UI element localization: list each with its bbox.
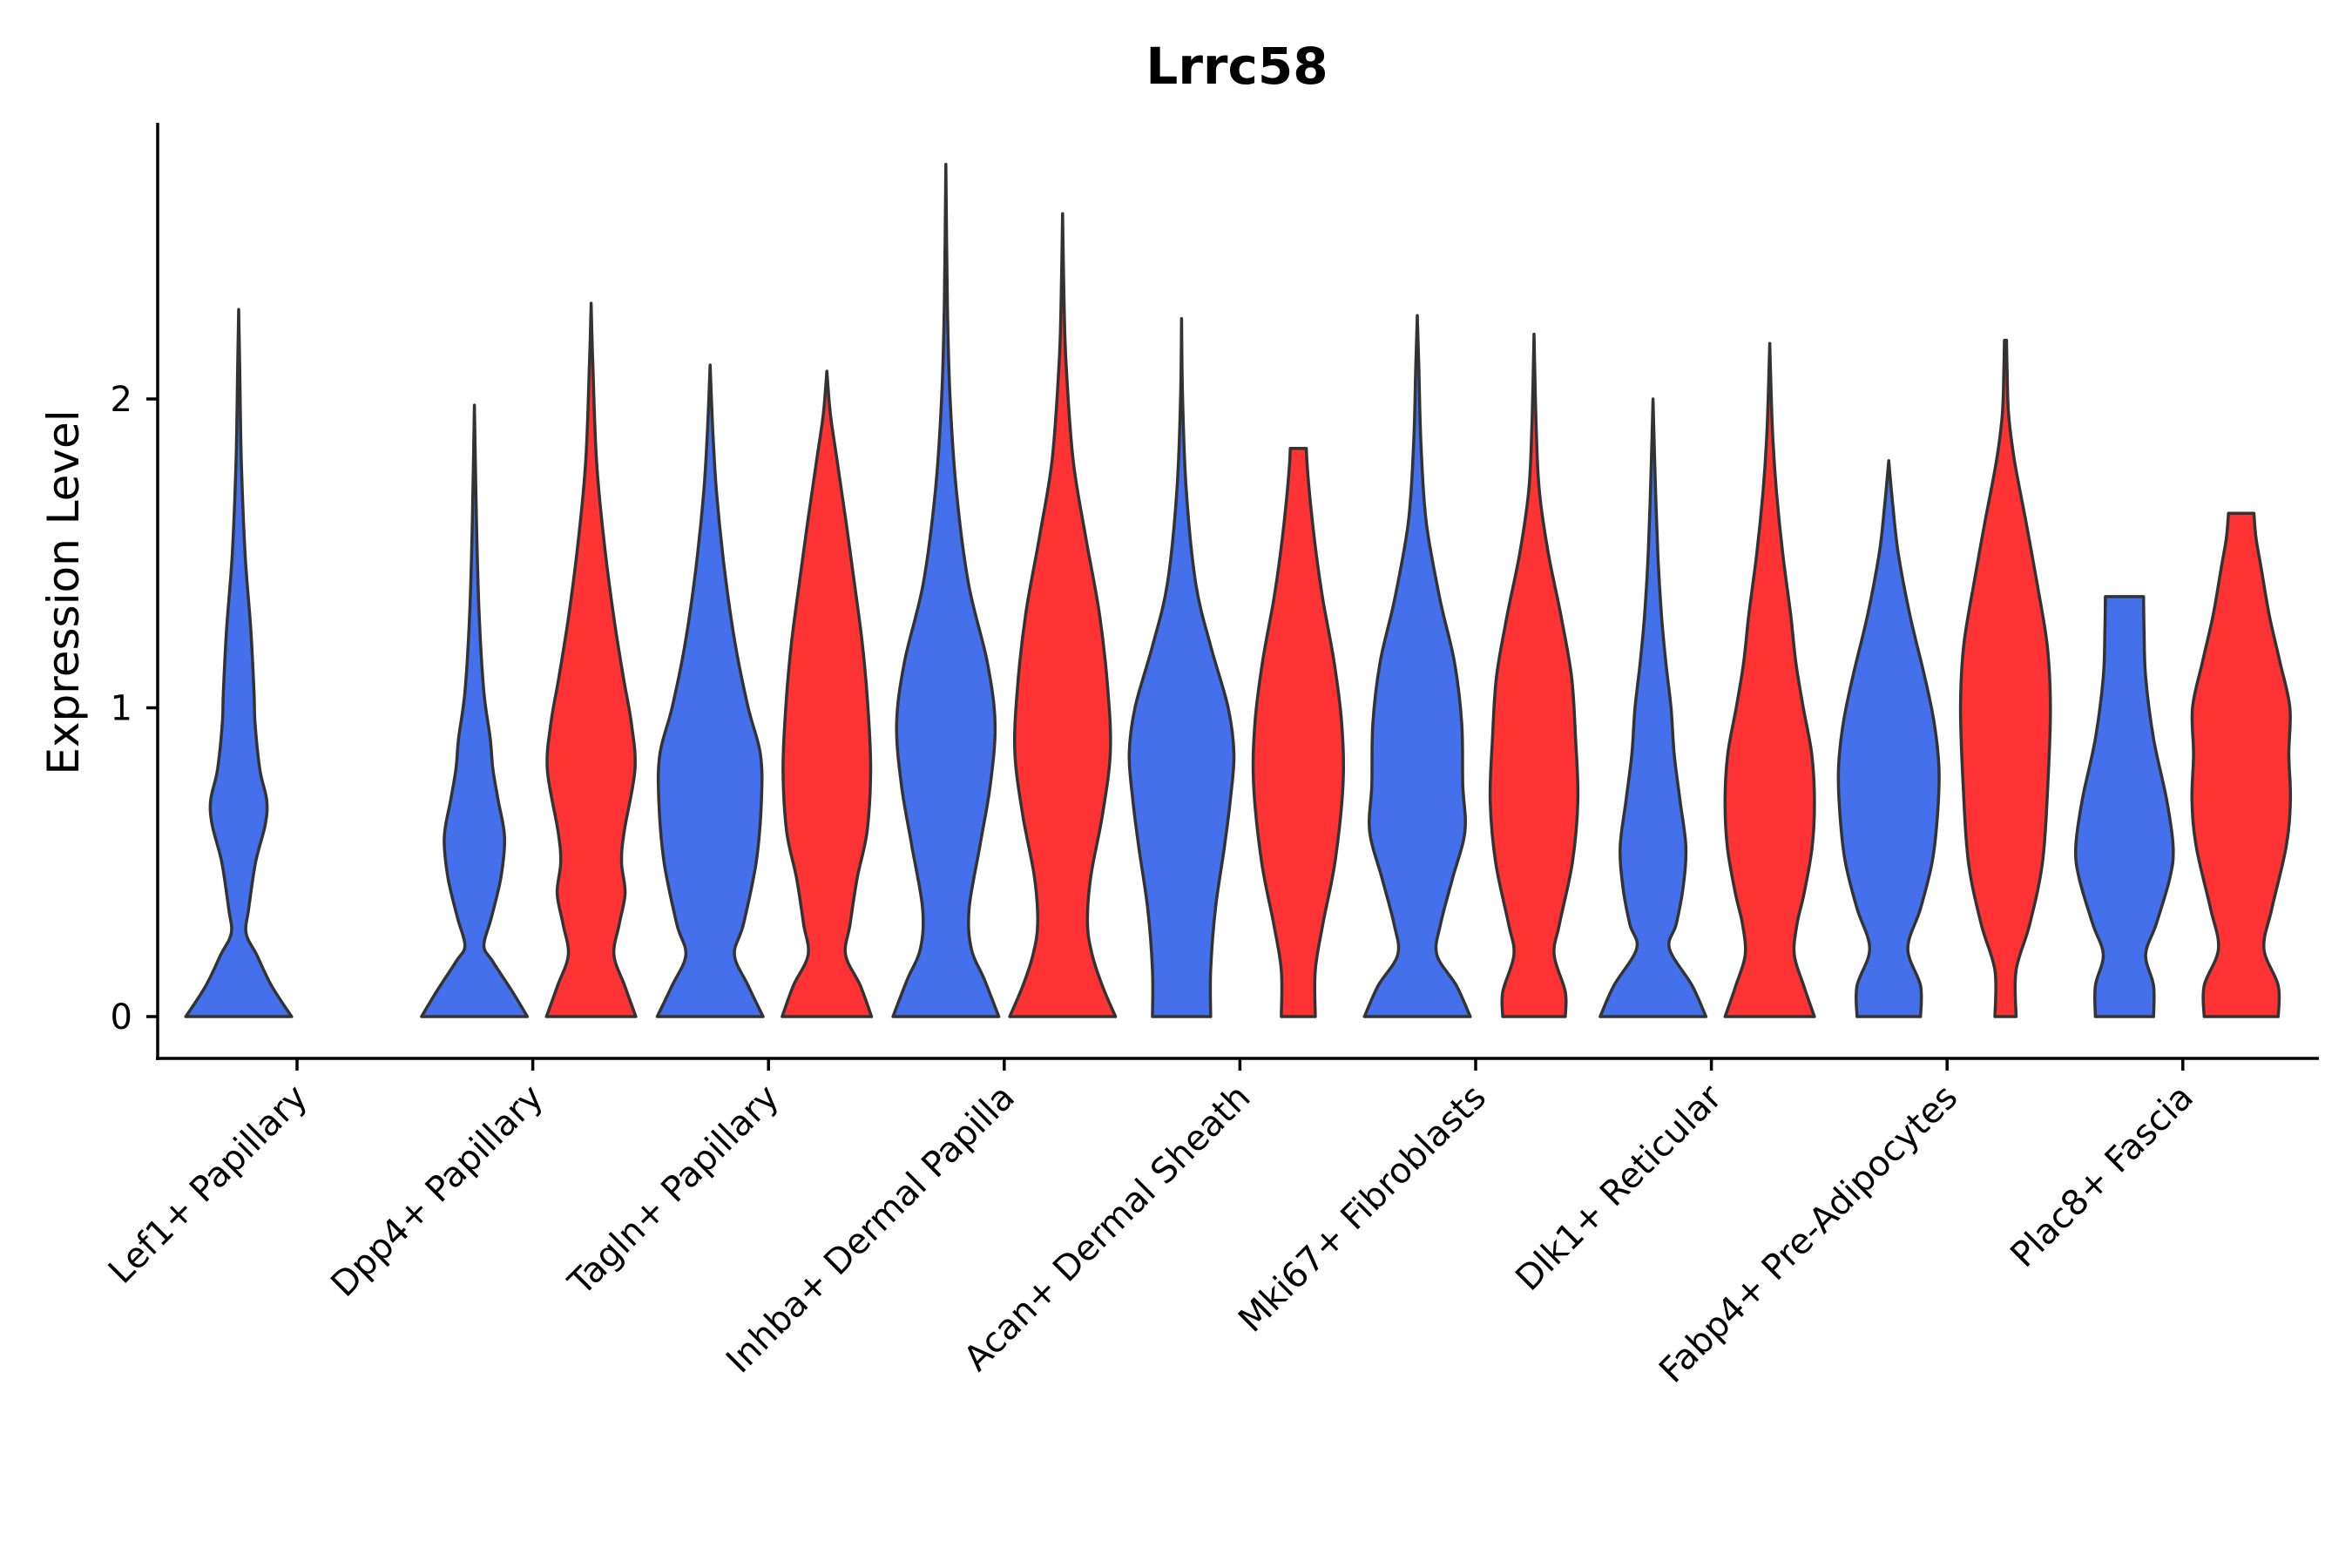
x-tick-label: Plac8+ Fascia xyxy=(2003,1078,2201,1276)
x-ticks: Lef1+ Papillary Dpp4+ Papillary Tagln+ Pap… xyxy=(101,1058,2201,1391)
y-tick-label: 2 xyxy=(111,380,132,420)
x-tick-label: Dlk1+ Reticular xyxy=(1508,1077,1730,1299)
violin-dlk1-reticular-series-1 xyxy=(1598,397,1708,1018)
violin-acan-dermal-sheath-series-1 xyxy=(1127,317,1236,1018)
violin-dpp4-papillary-series-1 xyxy=(420,403,530,1018)
y-axis-label: Expression Level xyxy=(38,409,89,774)
y-tick-label: 1 xyxy=(111,689,132,729)
violin-tagln-papillary-series-2 xyxy=(781,369,874,1018)
chart-title: Lrrc58 xyxy=(1146,37,1328,96)
violin-inhba-dermal-papilla-series-2 xyxy=(1008,212,1118,1018)
violin-acan-dermal-sheath-series-2 xyxy=(1251,446,1346,1018)
x-tick-label: Dpp4+ Papillary xyxy=(323,1078,551,1305)
x-tick-label: Tagln+ Papillary xyxy=(560,1078,787,1304)
violin-lef1-papillary-series-1 xyxy=(184,308,294,1018)
violin-tagln-papillary-series-1 xyxy=(655,363,765,1018)
y-ticks: 0 1 2 xyxy=(111,380,158,1037)
x-tick-label: Mki67+ Fibroblasts xyxy=(1231,1078,1494,1341)
violin-mki67-fibroblasts-series-2 xyxy=(1488,332,1580,1018)
violin-mki67-fibroblasts-series-1 xyxy=(1362,314,1472,1018)
violin-plac8-fascia-series-2 xyxy=(2190,511,2293,1018)
violin-inhba-dermal-papilla-series-1 xyxy=(891,162,1001,1018)
violin-dlk1-reticular-series-2 xyxy=(1723,341,1816,1018)
violin-fabp4-pre-adipocytes-series-1 xyxy=(1836,459,1941,1018)
violin-dpp4-papillary-series-2 xyxy=(544,301,638,1018)
y-tick-label: 0 xyxy=(111,997,132,1037)
violin-group xyxy=(184,162,2293,1018)
x-tick-label: Lef1+ Papillary xyxy=(101,1078,315,1292)
violin-fabp4-pre-adipocytes-series-2 xyxy=(1958,338,2052,1018)
violin-plac8-fascia-series-1 xyxy=(2074,595,2175,1018)
